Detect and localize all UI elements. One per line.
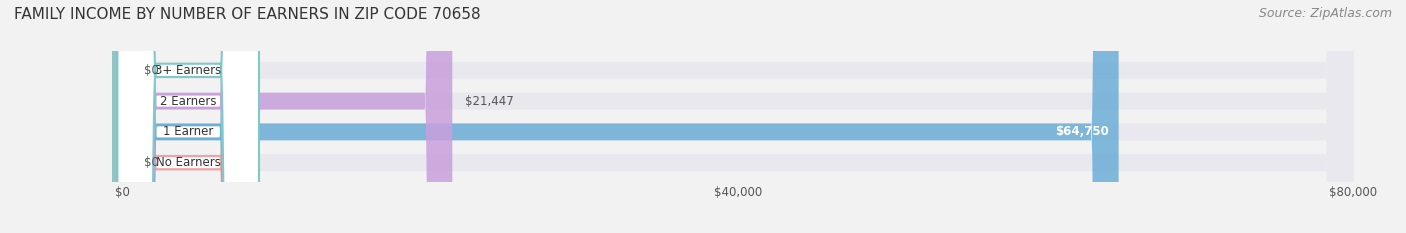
FancyBboxPatch shape bbox=[122, 0, 1353, 233]
FancyBboxPatch shape bbox=[118, 0, 259, 233]
FancyBboxPatch shape bbox=[110, 0, 150, 233]
FancyBboxPatch shape bbox=[122, 0, 1353, 233]
Text: FAMILY INCOME BY NUMBER OF EARNERS IN ZIP CODE 70658: FAMILY INCOME BY NUMBER OF EARNERS IN ZI… bbox=[14, 7, 481, 22]
FancyBboxPatch shape bbox=[118, 0, 259, 233]
FancyBboxPatch shape bbox=[110, 0, 150, 233]
Text: Source: ZipAtlas.com: Source: ZipAtlas.com bbox=[1258, 7, 1392, 20]
Text: $64,750: $64,750 bbox=[1054, 125, 1109, 138]
Text: No Earners: No Earners bbox=[156, 156, 221, 169]
Text: $0: $0 bbox=[145, 64, 159, 77]
FancyBboxPatch shape bbox=[122, 0, 453, 233]
Text: 1 Earner: 1 Earner bbox=[163, 125, 214, 138]
FancyBboxPatch shape bbox=[122, 0, 1119, 233]
FancyBboxPatch shape bbox=[122, 0, 1353, 233]
FancyBboxPatch shape bbox=[118, 0, 259, 233]
Text: $21,447: $21,447 bbox=[464, 95, 513, 108]
Text: $0: $0 bbox=[145, 156, 159, 169]
Text: 2 Earners: 2 Earners bbox=[160, 95, 217, 108]
FancyBboxPatch shape bbox=[118, 0, 259, 233]
FancyBboxPatch shape bbox=[122, 0, 1353, 233]
Text: 3+ Earners: 3+ Earners bbox=[155, 64, 221, 77]
